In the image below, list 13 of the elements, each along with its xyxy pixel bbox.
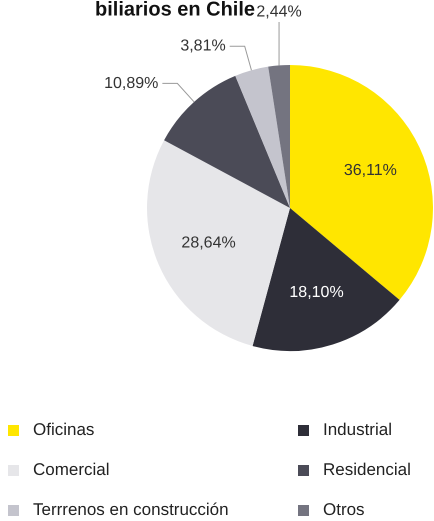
data-label: 2,44% bbox=[256, 3, 302, 20]
data-label: 28,64% bbox=[181, 234, 236, 252]
data-label: 18,10% bbox=[289, 284, 344, 302]
legend-label: Terrrenos en construcción bbox=[33, 500, 229, 520]
data-label: 36,11% bbox=[344, 162, 397, 179]
data-label: 3,81% bbox=[180, 38, 226, 55]
legend-label: Residencial bbox=[323, 460, 411, 480]
legend-label: Comercial bbox=[33, 460, 110, 480]
legend-label: Industrial bbox=[323, 420, 392, 440]
data-label: 10,89% bbox=[104, 74, 158, 92]
chart-title: biliarios en Chile bbox=[95, 0, 256, 21]
legend-label: Oficinas bbox=[33, 420, 94, 440]
legend-label: Otros bbox=[323, 500, 365, 520]
